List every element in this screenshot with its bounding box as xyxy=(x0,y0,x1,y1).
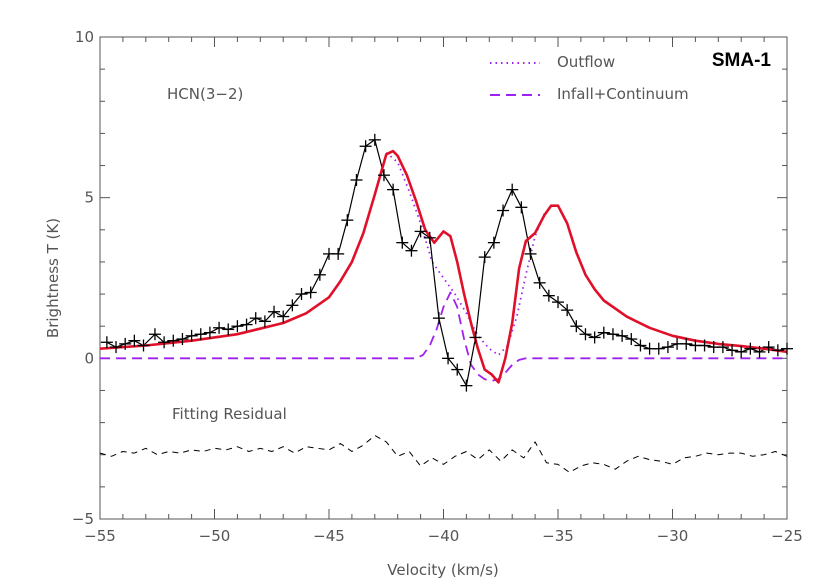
data-point xyxy=(588,331,601,344)
data-point xyxy=(176,333,189,346)
data-point xyxy=(350,173,363,186)
data-point xyxy=(597,326,610,339)
y-tick-label: −5 xyxy=(72,510,94,528)
data-point xyxy=(487,236,500,249)
data-point xyxy=(432,312,445,325)
x-tick-label: −35 xyxy=(542,527,574,545)
data-point xyxy=(735,345,748,358)
data-point xyxy=(753,345,766,358)
data-markers xyxy=(100,133,793,392)
x-axis-title: Velocity (km/s) xyxy=(387,561,498,579)
data-point xyxy=(231,320,244,333)
data-point xyxy=(606,328,619,341)
y-tick-label: 10 xyxy=(75,28,94,46)
legend: Outflow Infall+Continuum xyxy=(490,53,689,103)
data-point xyxy=(771,344,784,357)
data-point xyxy=(158,336,171,349)
infall-continuum-line xyxy=(100,291,787,382)
data-point xyxy=(442,352,455,365)
source-badge: SMA-1 xyxy=(712,50,772,71)
data-point xyxy=(762,341,775,354)
data-point xyxy=(698,339,711,352)
data-point xyxy=(561,304,574,317)
data-point xyxy=(377,169,390,182)
data-point xyxy=(313,268,326,281)
data-point xyxy=(478,251,491,264)
y-axis-title: Brightness T (K) xyxy=(44,218,62,338)
data-point xyxy=(570,320,583,333)
data-point xyxy=(128,334,141,347)
residual-label: Fitting Residual xyxy=(172,405,287,423)
data-point xyxy=(249,312,262,325)
data-point xyxy=(295,288,308,301)
y-axis-ticks: −5 0 5 10 xyxy=(72,28,787,528)
data-point xyxy=(414,225,427,238)
data-point xyxy=(137,339,150,352)
data-point xyxy=(268,305,281,318)
data-point xyxy=(781,342,793,355)
data-point xyxy=(661,341,674,354)
fit-line xyxy=(99,149,788,384)
data-point xyxy=(552,296,564,309)
legend-infall-label: Infall+Continuum xyxy=(557,85,689,103)
data-point xyxy=(460,379,473,392)
x-tick-label: −40 xyxy=(428,527,460,545)
x-tick-label: −55 xyxy=(84,527,116,545)
data-point xyxy=(506,183,519,196)
legend-outflow-label: Outflow xyxy=(557,53,615,71)
data-point xyxy=(515,201,528,214)
data-point xyxy=(110,341,123,354)
data-point xyxy=(396,236,409,249)
data-point xyxy=(726,344,739,357)
data-point xyxy=(423,231,436,244)
data-point xyxy=(524,247,537,260)
data-point xyxy=(451,363,464,376)
data-point xyxy=(405,244,418,257)
line-label: HCN(3−2) xyxy=(167,85,243,103)
data-point xyxy=(579,328,592,341)
x-tick-label: −30 xyxy=(657,527,689,545)
data-point xyxy=(185,329,198,342)
data-point xyxy=(148,328,161,341)
data-point xyxy=(387,183,400,196)
data-point xyxy=(680,337,693,350)
data-point xyxy=(341,214,354,227)
data-point xyxy=(286,299,299,312)
data-point xyxy=(119,337,132,350)
data-point xyxy=(744,342,757,355)
data-point xyxy=(258,315,271,328)
data-point xyxy=(634,339,647,352)
data-point xyxy=(277,310,290,323)
data-point xyxy=(652,342,665,355)
x-tick-label: −50 xyxy=(199,527,231,545)
data-point xyxy=(240,318,253,331)
data-point xyxy=(194,328,207,341)
data-point xyxy=(469,331,482,344)
y-tick-label: 0 xyxy=(84,349,94,367)
data-point xyxy=(203,326,216,339)
plot-frame xyxy=(99,36,788,520)
x-tick-label: −25 xyxy=(771,527,803,545)
data-point xyxy=(359,140,372,153)
data-point xyxy=(542,289,555,302)
data-point xyxy=(167,334,180,347)
x-tick-label: −45 xyxy=(313,527,345,545)
data-point xyxy=(497,204,510,217)
residual-line xyxy=(99,435,788,473)
data-point xyxy=(533,276,546,289)
data-point xyxy=(332,247,345,260)
data-point xyxy=(368,133,381,146)
data-point xyxy=(222,323,235,336)
observed-line xyxy=(106,139,788,387)
data-point xyxy=(213,321,226,334)
data-point xyxy=(100,336,113,349)
data-point xyxy=(304,286,317,299)
data-point xyxy=(625,333,638,346)
data-point xyxy=(716,341,729,354)
data-point xyxy=(616,329,629,342)
x-axis-ticks: −55 −50 −45 −40 −35 −30 −25 xyxy=(84,37,803,545)
y-tick-label: 5 xyxy=(84,189,94,207)
